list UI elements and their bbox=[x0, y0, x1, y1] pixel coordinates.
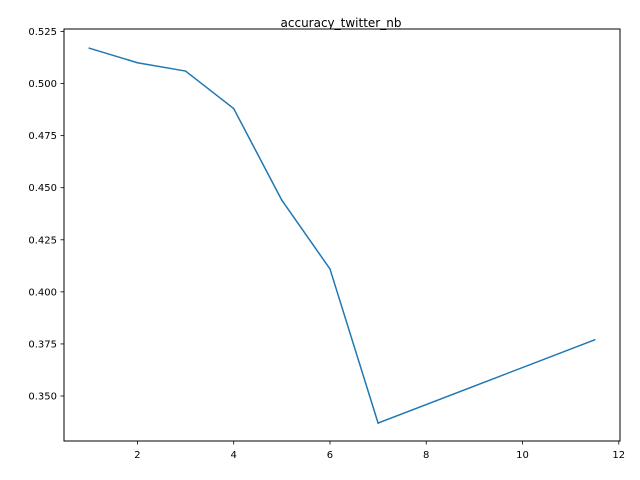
y-axis: 0.350 0.375 0.400 0.425 0.450 0.475 0.500 0.525 bbox=[28, 27, 64, 403]
x-tick-label: 8 bbox=[423, 450, 429, 461]
y-tick-label: 0.450 bbox=[28, 183, 57, 194]
plot-area bbox=[88, 47, 596, 424]
x-tick-label: 6 bbox=[327, 450, 333, 461]
y-tick-label: 0.425 bbox=[28, 235, 57, 246]
x-tick-label: 12 bbox=[612, 450, 625, 461]
x-tick-label: 2 bbox=[134, 450, 140, 461]
data-point bbox=[232, 107, 235, 110]
y-tick-label: 0.525 bbox=[28, 27, 57, 38]
data-point bbox=[184, 70, 187, 72]
y-tick-label: 0.375 bbox=[28, 339, 57, 350]
data-point bbox=[88, 47, 91, 49]
y-tick-label: 0.350 bbox=[28, 392, 57, 403]
data-point bbox=[281, 199, 283, 201]
y-tick-label: 0.475 bbox=[28, 131, 57, 142]
data-point bbox=[329, 268, 331, 270]
y-tick-label: 0.400 bbox=[28, 287, 57, 298]
data-point bbox=[593, 339, 596, 341]
series-line-0 bbox=[88, 47, 596, 424]
data-point bbox=[377, 422, 379, 424]
x-axis: 2 4 6 8 10 12 bbox=[134, 441, 625, 461]
axes-frame bbox=[63, 28, 621, 442]
x-tick-label: 4 bbox=[231, 450, 237, 461]
data-point bbox=[136, 61, 139, 64]
chart-title: accuracy_twitter_nb bbox=[281, 16, 402, 30]
y-tick-label: 0.500 bbox=[28, 79, 57, 90]
x-tick-label: 10 bbox=[516, 450, 529, 461]
